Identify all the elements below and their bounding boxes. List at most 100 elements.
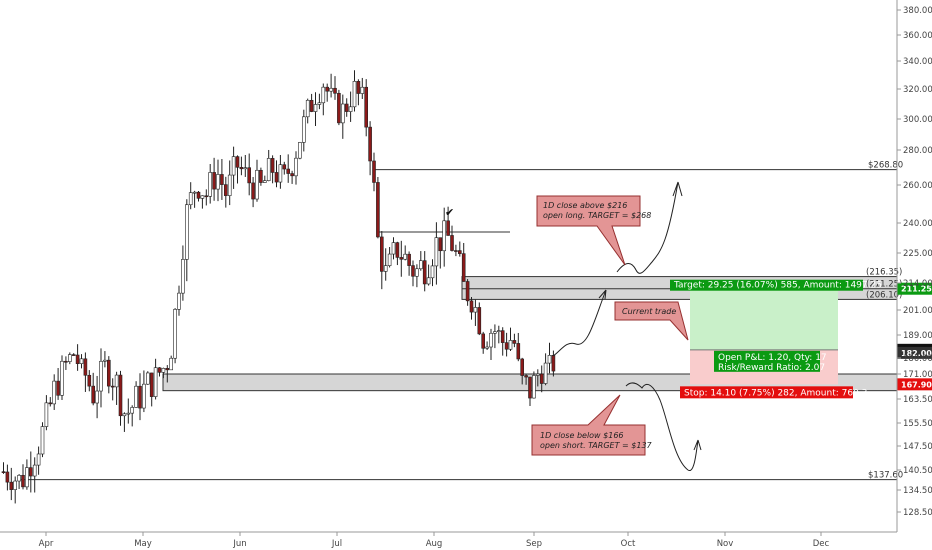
x-tick-label: Dec	[813, 539, 830, 549]
candle-body	[356, 81, 361, 94]
target-area	[690, 288, 838, 350]
x-axis: Apr May Jun Jul Aug Sep Oct Nov Dec	[0, 531, 897, 549]
candle-body	[262, 180, 267, 183]
candle-body	[278, 164, 283, 183]
candle-body	[165, 368, 170, 371]
candle-body	[535, 373, 540, 376]
candle-body	[247, 167, 251, 184]
candle-body	[185, 204, 189, 260]
candle-body	[13, 480, 17, 490]
candle-body	[274, 172, 279, 183]
note-long-line1: 1D close above $216	[543, 201, 627, 210]
candle-body	[457, 250, 462, 254]
projection-current-path	[552, 289, 607, 357]
candle-body	[465, 281, 470, 302]
level-label: (206.10)	[866, 290, 902, 300]
candle-body	[298, 142, 302, 159]
candle-body	[75, 354, 80, 364]
candle-body	[227, 174, 232, 196]
y-axis: 380.00 360.00 340.00 320.00 300.00 280.00 260.…	[896, 0, 932, 532]
x-tick-label: Oct	[621, 539, 636, 549]
candle-body	[454, 250, 458, 252]
candle-body	[21, 474, 25, 488]
candle-body	[122, 413, 127, 417]
y-tick-label: 189.00	[903, 331, 932, 341]
candle-body	[477, 307, 482, 335]
candle-body	[243, 167, 248, 170]
candle-body	[64, 360, 68, 363]
x-tick-label: May	[134, 539, 152, 549]
candle-body	[208, 172, 212, 197]
candle-body	[83, 358, 88, 376]
note-current[interactable]: Current trade	[614, 301, 689, 341]
candle-body	[422, 260, 427, 285]
candle-body	[99, 360, 103, 392]
candle-body	[161, 368, 166, 373]
position-tool[interactable]: Target: 29.25 (16.07%) 585, Amount: 1497…	[670, 279, 932, 399]
price-tag-label: 182.00	[901, 349, 932, 358]
candle-body	[68, 354, 72, 362]
candle-body	[325, 86, 330, 92]
candle-body	[255, 169, 259, 200]
candle-body	[473, 307, 478, 313]
candle-body	[469, 300, 474, 313]
candle-body	[142, 383, 146, 409]
y-tick-label: 171.00	[903, 370, 932, 380]
candle-body	[415, 268, 419, 277]
x-tick-label: Jul	[331, 539, 342, 549]
note-long-line2: open long. TARGET = $268	[543, 211, 651, 220]
y-tick-label: 380.00	[903, 6, 932, 16]
candle-body	[153, 367, 158, 397]
level-label: $137.60	[868, 471, 903, 481]
candle-body	[200, 195, 205, 199]
candle-body	[290, 173, 294, 177]
candle-body	[118, 374, 123, 417]
y-tick-label: 163.50	[903, 395, 932, 405]
candles-layer	[1, 70, 556, 504]
candle-body	[520, 358, 525, 376]
candle-body	[383, 265, 388, 272]
note-short-line1: 1D close below $166	[540, 431, 624, 440]
candle-body	[48, 402, 53, 405]
candle-body	[317, 102, 322, 105]
candle-body	[56, 380, 60, 396]
price-tag	[897, 346, 932, 359]
y-tick-label: 225.00	[903, 249, 932, 259]
candle-body	[79, 358, 84, 364]
y-tick-label: 201.00	[903, 306, 932, 316]
note-short[interactable]: 1D close below $166 open short. TARGET =…	[531, 394, 653, 456]
candle-body	[348, 106, 353, 112]
candle-body	[103, 359, 107, 362]
candle-body	[192, 191, 197, 194]
candle-body	[313, 104, 318, 112]
stop-label-box	[680, 386, 853, 399]
candle-body	[391, 242, 396, 255]
level-label: (211.25)	[866, 280, 902, 290]
price-tag	[897, 378, 932, 391]
candle-body	[216, 174, 220, 190]
candle-body	[71, 354, 76, 356]
candle-body	[259, 169, 263, 183]
candle-body	[528, 376, 532, 399]
projection-long-path	[616, 181, 683, 274]
candle-body	[508, 340, 513, 350]
candle-body	[551, 355, 556, 372]
candle-body	[224, 184, 228, 196]
candle-body	[442, 220, 447, 252]
candle-body	[411, 265, 415, 277]
y-tick-label: 214.00	[903, 279, 932, 289]
candle-body	[95, 390, 99, 404]
candle-body	[399, 257, 404, 260]
note-long[interactable]: 1D close above $216 open long. TARGET = …	[536, 195, 651, 266]
candle-body	[376, 182, 380, 238]
x-tick-label: Apr	[39, 539, 54, 549]
candle-body	[532, 375, 536, 399]
candle-body	[344, 103, 349, 112]
candle-body	[149, 372, 154, 397]
candle-body	[504, 342, 509, 350]
level-label: (216.35)	[866, 268, 902, 278]
candle-body	[379, 236, 384, 272]
candle-body	[294, 157, 298, 177]
candle-body	[329, 87, 333, 92]
